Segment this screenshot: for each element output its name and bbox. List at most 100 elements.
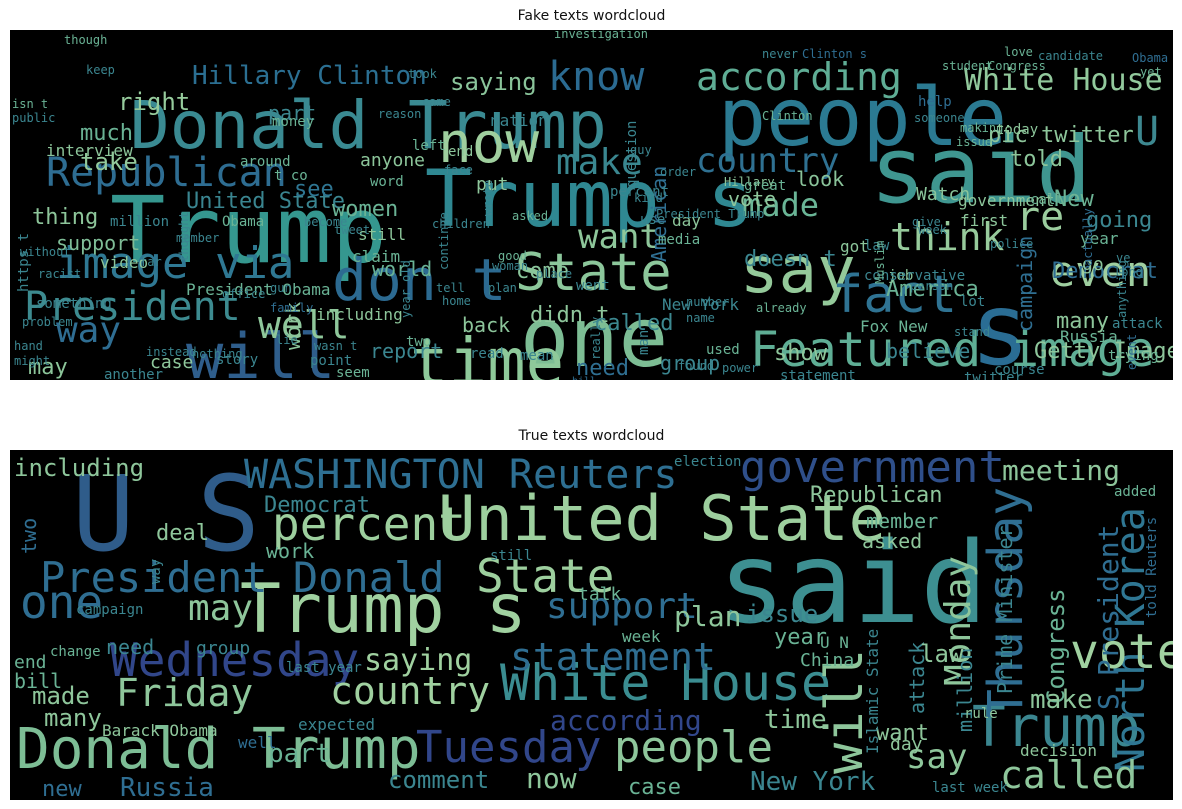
word-conservative: conservative <box>864 268 965 284</box>
word-believe: believe <box>886 339 970 363</box>
true-cloud-title: True texts wordcloud <box>518 428 665 444</box>
word-fox-new: Fox New <box>860 317 928 336</box>
word-still: still <box>358 225 406 244</box>
word-republican: Republican <box>46 150 287 196</box>
word-gun: gun <box>270 281 292 295</box>
word-name: name <box>686 311 715 325</box>
word-issue: issue <box>746 600 818 628</box>
word-donald-trump: Donald Trump <box>16 717 421 782</box>
word-including: including <box>14 454 144 482</box>
word-fact: fact <box>832 265 957 325</box>
word-country: country <box>696 141 839 181</box>
word-case: case <box>628 775 681 800</box>
word-stand: stand <box>954 325 990 339</box>
word-barack-obama: Barack Obama <box>102 721 218 740</box>
word-person: person <box>910 279 953 293</box>
word-may: may <box>28 355 68 380</box>
word-s-president: S President <box>1092 525 1125 710</box>
word-might: might <box>14 354 50 368</box>
word-office: office <box>222 287 265 301</box>
word-made: made <box>742 186 819 224</box>
word-u-n: U N <box>820 633 849 652</box>
word-https-t: https t <box>16 233 32 292</box>
word-without: without <box>20 245 71 259</box>
word-election: election <box>674 454 741 470</box>
word-rule: rule <box>964 706 998 722</box>
word-obama-s: Obama s <box>1132 51 1173 65</box>
word-vote: vote <box>1070 624 1173 680</box>
word-didn-t: didn t <box>530 303 609 328</box>
word-nation: nation <box>490 111 548 130</box>
word-support: support <box>546 586 698 627</box>
word-russia: Russia <box>120 773 214 800</box>
word-president-obama: President Obama <box>186 280 331 299</box>
word-show: show <box>774 341 828 366</box>
word-put: put <box>476 174 509 195</box>
word-man: man <box>636 330 652 355</box>
word-today: today <box>996 122 1038 138</box>
word-came: came <box>422 95 451 109</box>
word-way: way <box>148 559 164 584</box>
word-wrote: wrote <box>481 180 495 216</box>
word-thing: thing <box>32 205 98 230</box>
word-say: say <box>906 737 967 777</box>
word-group: group <box>196 638 250 659</box>
word-president: President <box>24 284 241 330</box>
word-problem: problem <box>22 315 73 329</box>
word-told: told <box>1010 147 1063 172</box>
word-including: including <box>316 305 403 324</box>
word-isn-t: isn t <box>12 97 48 111</box>
word-end: end <box>14 652 47 673</box>
word-million: million <box>110 214 169 230</box>
word-support: support <box>56 231 140 255</box>
word-talk: talk <box>578 584 622 605</box>
word-decision: decision <box>1020 741 1097 760</box>
word-another: another <box>104 367 163 380</box>
word-campaign: campaign <box>76 602 143 618</box>
word-student: student <box>942 59 993 73</box>
word-going: going <box>1086 208 1152 233</box>
word-come: come <box>516 259 569 284</box>
word-united-state: United State <box>438 482 886 555</box>
word-candidate: candidate <box>1038 49 1103 63</box>
word-still: still <box>490 548 532 564</box>
word-two: two <box>406 334 431 350</box>
word-media: media <box>658 232 700 248</box>
fake-cloud-title: Fake texts wordcloud <box>517 8 666 24</box>
word-never: never <box>762 47 798 61</box>
word-work: work <box>281 302 305 350</box>
word-yet: yet <box>1140 65 1162 79</box>
word-need: need <box>576 356 629 380</box>
word-people: people <box>718 71 1007 164</box>
word-nothing: nothing <box>192 347 243 361</box>
word-china: China <box>800 650 854 671</box>
word-president-trump: President Trump <box>656 207 764 221</box>
word-anything: anything <box>1115 260 1129 318</box>
word-doesn-t: doesn t <box>744 247 837 272</box>
word-year: year <box>1080 229 1119 248</box>
word-police: police <box>990 237 1033 251</box>
word-s: s <box>970 271 1030 380</box>
word-meeting: meeting <box>1002 454 1120 487</box>
word-actually: actually <box>1081 208 1095 266</box>
word-trying: trying <box>1108 348 1159 364</box>
word-thought: thought <box>177 211 191 262</box>
word-member: member <box>866 509 938 533</box>
word-children: children <box>432 217 490 231</box>
word-many: many <box>44 704 102 732</box>
word-percent: percent <box>610 184 669 200</box>
word-new: New <box>1054 187 1094 212</box>
word-used: used <box>706 342 740 358</box>
word-keep: keep <box>86 63 115 77</box>
word-went: went <box>576 278 610 294</box>
word-week: week <box>622 627 661 646</box>
word-clinton-s: Clinton s <box>802 47 867 61</box>
word-called: called <box>594 311 673 336</box>
word-read: read <box>470 346 504 362</box>
word-new-york: New York <box>750 767 876 797</box>
word-law: law <box>920 640 964 668</box>
word-last-year: last year <box>286 660 362 676</box>
word-attack: attack <box>1112 316 1163 332</box>
word-hillary: Hillary <box>724 175 775 189</box>
word-order: order <box>660 165 696 179</box>
